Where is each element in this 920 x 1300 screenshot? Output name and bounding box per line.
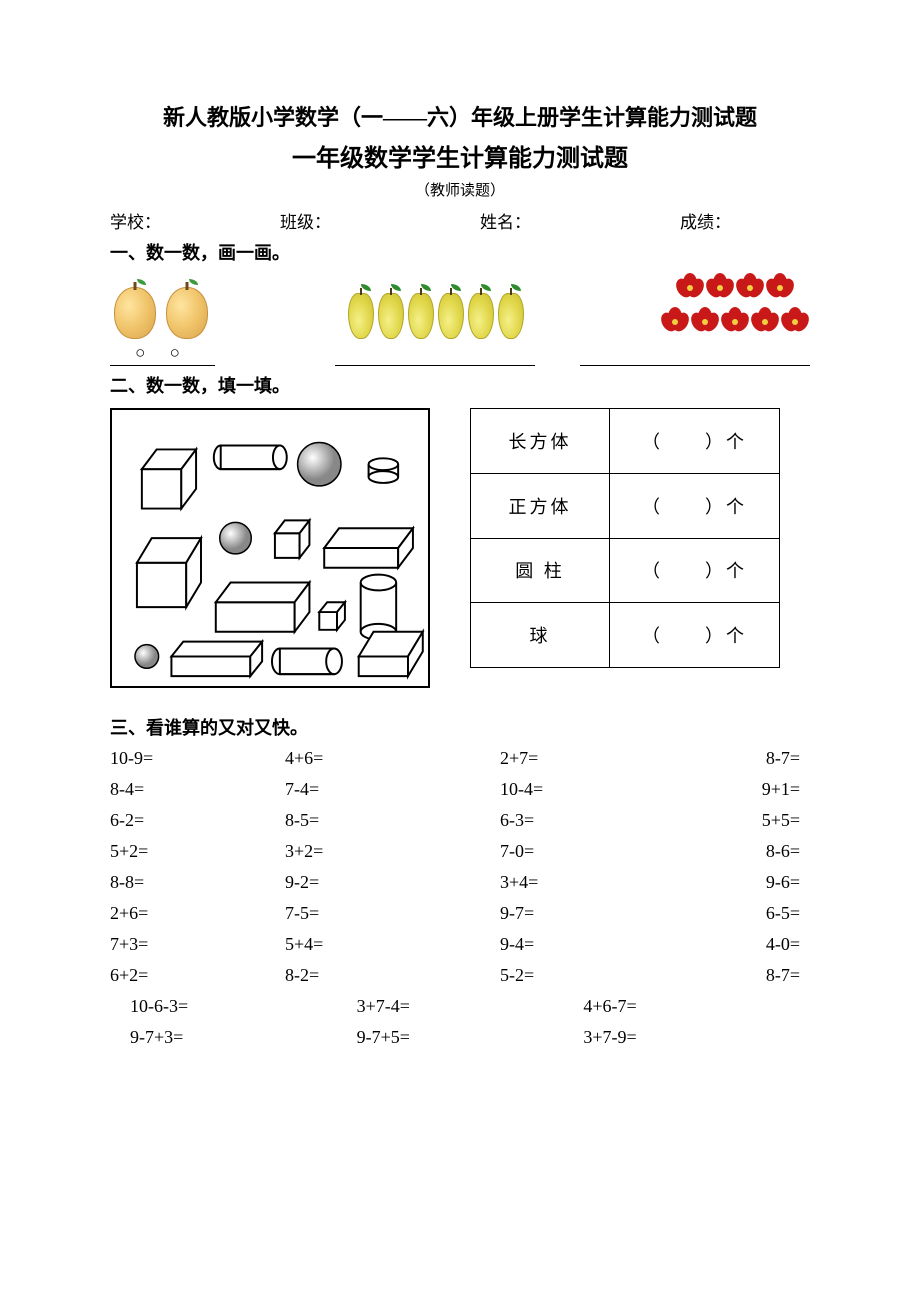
flowers-group — [660, 271, 810, 339]
label-name: 姓名： — [480, 208, 680, 233]
shape-label: 圆 柱 — [471, 538, 610, 603]
calc-problem[interactable]: 4+6= — [285, 748, 460, 769]
calc-problem[interactable]: 9-7+5= — [357, 1027, 584, 1048]
calc-problem[interactable]: 8-7= — [635, 965, 810, 986]
answer-line-3[interactable] — [580, 343, 810, 366]
calc-problem[interactable]: 10-6-3= — [130, 996, 357, 1017]
calc-problem[interactable]: 2+6= — [110, 903, 285, 924]
calc-problem[interactable]: 3+2= — [285, 841, 460, 862]
calc-problem[interactable]: 8-8= — [110, 872, 285, 893]
answer-line-1[interactable]: ○ ○ — [110, 343, 215, 366]
table-row: 圆 柱 （ ）个 — [471, 538, 780, 603]
calc-problem[interactable]: 3+7-4= — [357, 996, 584, 1017]
label-score: 成绩： — [680, 208, 731, 233]
flower-icon — [705, 273, 735, 303]
calc-problem[interactable]: 5+5= — [635, 810, 810, 831]
pear-icon — [378, 293, 404, 339]
calc-problem[interactable]: 8-5= — [285, 810, 460, 831]
shapes-box — [110, 408, 430, 688]
calc-problem[interactable]: 2+7= — [460, 748, 635, 769]
main-title-2: 一年级数学学生计算能力测试题 — [110, 138, 810, 173]
label-class: 班级： — [280, 208, 480, 233]
calc-grid-4col: 10-9=4+6=2+7=8-7=8-4=7-4=10-4=9+1=6-2=8-… — [110, 748, 810, 986]
flower-icon — [720, 307, 750, 337]
section2-wrap: 长方体 （ ）个 正方体 （ ）个 圆 柱 （ ）个 球 （ ）个 — [110, 408, 810, 688]
calc-problem[interactable]: 10-9= — [110, 748, 285, 769]
pear-icon — [468, 293, 494, 339]
flower-icon — [690, 307, 720, 337]
calc-problem[interactable]: 9-4= — [460, 934, 635, 955]
calc-problem[interactable]: 4+6-7= — [583, 996, 810, 1017]
calc-problem[interactable]: 5-2= — [460, 965, 635, 986]
calc-problem[interactable]: 6-3= — [460, 810, 635, 831]
shape-label: 球 — [471, 603, 610, 668]
calc-problem[interactable]: 9-7+3= — [130, 1027, 357, 1048]
flower-icon — [660, 307, 690, 337]
shapes-svg — [112, 410, 428, 686]
section3-title: 三、看谁算的又对又快。 — [110, 714, 810, 740]
calc-problem[interactable]: 9+1= — [635, 779, 810, 800]
images-row — [110, 271, 810, 339]
calc-problem[interactable]: 8-7= — [635, 748, 810, 769]
count-table: 长方体 （ ）个 正方体 （ ）个 圆 柱 （ ）个 球 （ ）个 — [470, 408, 780, 668]
section3: 三、看谁算的又对又快。 10-9=4+6=2+7=8-7=8-4=7-4=10-… — [110, 714, 810, 1048]
calc-problem[interactable]: 7-4= — [285, 779, 460, 800]
pear-icon — [498, 293, 524, 339]
calc-problem[interactable]: 8-2= — [285, 965, 460, 986]
shape-blank[interactable]: （ ）个 — [610, 603, 780, 668]
flower-icon — [750, 307, 780, 337]
flower-icon — [780, 307, 810, 337]
calc-grid-3col: 10-6-3=3+7-4=4+6-7= 9-7+3=9-7+5=3+7-9= — [110, 996, 810, 1048]
shape-label: 长方体 — [471, 409, 610, 474]
apple-icon — [166, 287, 208, 339]
table-row: 正方体 （ ）个 — [471, 473, 780, 538]
apples-group — [110, 283, 212, 339]
calc-problem[interactable]: 5+2= — [110, 841, 285, 862]
calc-problem[interactable]: 9-2= — [285, 872, 460, 893]
shape-label: 正方体 — [471, 473, 610, 538]
info-row: 学校： 班级： 姓名： 成绩： — [110, 208, 810, 233]
flower-icon — [765, 273, 795, 303]
section1-title: 一、数一数，画一画。 — [110, 239, 810, 265]
calc-problem[interactable]: 8-4= — [110, 779, 285, 800]
calc-problem[interactable]: 6-2= — [110, 810, 285, 831]
pears-group — [347, 289, 525, 339]
section2-title: 二、数一数，填一填。 — [110, 372, 810, 398]
calc-problem[interactable]: 7+3= — [110, 934, 285, 955]
apple-icon — [114, 287, 156, 339]
calc-problem[interactable]: 10-4= — [460, 779, 635, 800]
calc-problem[interactable]: 8-6= — [635, 841, 810, 862]
calc-problem[interactable]: 6+2= — [110, 965, 285, 986]
calc-problem[interactable]: 9-6= — [635, 872, 810, 893]
calc-problem[interactable]: 5+4= — [285, 934, 460, 955]
calc-problem[interactable]: 6-5= — [635, 903, 810, 924]
calc-problem[interactable]: 7-5= — [285, 903, 460, 924]
main-title-1: 新人教版小学数学（一——六）年级上册学生计算能力测试题 — [110, 100, 810, 132]
calc-problem[interactable]: 7-0= — [460, 841, 635, 862]
underline-row: ○ ○ — [110, 343, 810, 366]
subtitle: （教师读题） — [110, 179, 810, 200]
calc-problem[interactable]: 3+7-9= — [583, 1027, 810, 1048]
shape-blank[interactable]: （ ）个 — [610, 538, 780, 603]
shape-blank[interactable]: （ ）个 — [610, 473, 780, 538]
calc-problem[interactable]: 9-7= — [460, 903, 635, 924]
label-school: 学校： — [110, 208, 280, 233]
table-row: 球 （ ）个 — [471, 603, 780, 668]
flower-icon — [675, 273, 705, 303]
pear-icon — [348, 293, 374, 339]
answer-line-2[interactable] — [335, 343, 535, 366]
pear-icon — [438, 293, 464, 339]
calc-problem[interactable]: 4-0= — [635, 934, 810, 955]
calc-problem[interactable]: 3+4= — [460, 872, 635, 893]
flower-icon — [735, 273, 765, 303]
pear-icon — [408, 293, 434, 339]
table-row: 长方体 （ ）个 — [471, 409, 780, 474]
shape-blank[interactable]: （ ）个 — [610, 409, 780, 474]
